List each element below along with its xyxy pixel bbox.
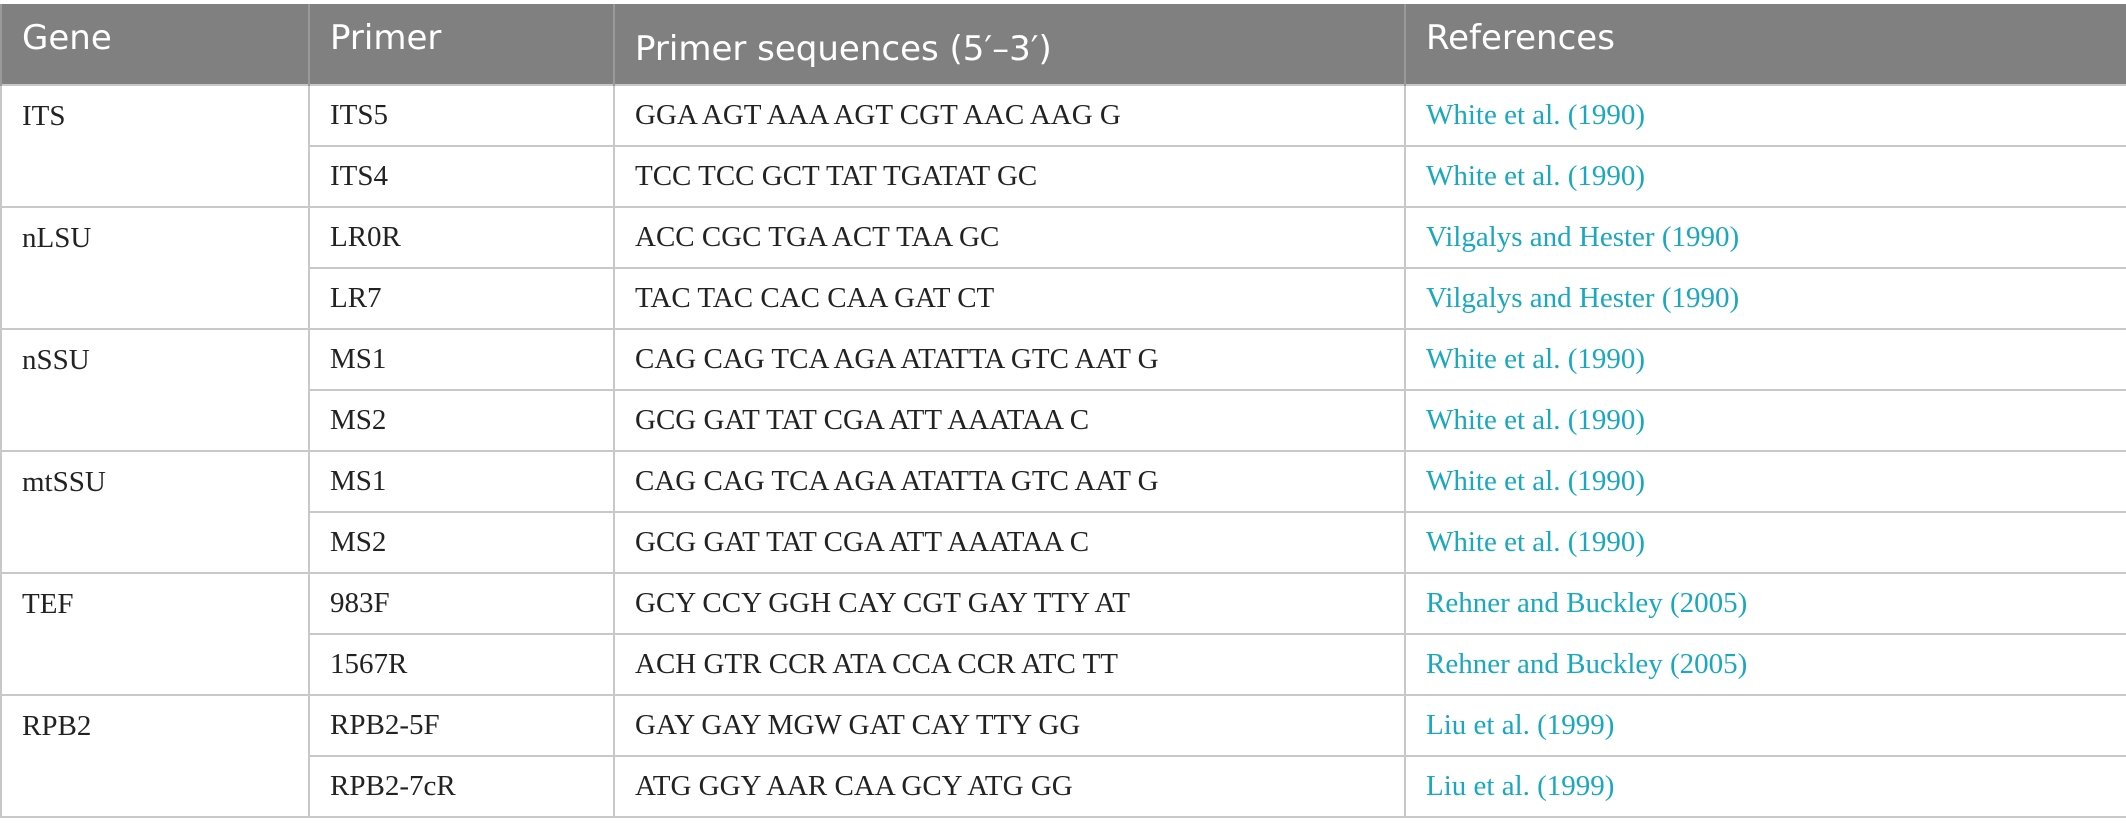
header-primer: Primer: [308, 4, 615, 85]
sequence-cell: TCC TCC GCT TAT TGATAT GC: [613, 145, 1406, 208]
sequence-cell: CAG CAG TCA AGA ATATTA GTC AAT G: [613, 328, 1406, 391]
table-row: RPB2 RPB2-5F GAY GAY MGW GAT CAY TTY GG Liu…: [0, 694, 2126, 818]
gene-cell: mtSSU: [0, 450, 310, 574]
table-row: ITS4 TCC TCC GCT TAT TGATAT GC White et al…: [1, 145, 2126, 208]
primer-cell: MS2: [308, 511, 615, 574]
sequence-cell: ATG GGY AAR CAA GCY ATG GG: [613, 755, 1406, 818]
primer-table: Gene Primer Primer sequences (5′–3′) Ref…: [0, 4, 2126, 818]
table-row: TEF 983F GCY CCY GGH CAY CGT GAY TTY AT Reh…: [0, 572, 2126, 696]
reference-link[interactable]: Liu et al. (1999): [1404, 755, 2126, 818]
reference-link[interactable]: White et al. (1990): [1404, 511, 2126, 574]
primer-cell: RPB2-5F: [308, 694, 615, 757]
primer-cell: LR7: [308, 267, 615, 330]
sequence-cell: GGA AGT AAA AGT CGT AAC AAG G: [613, 84, 1406, 147]
header-gene: Gene: [0, 4, 310, 85]
header-references: References: [1404, 4, 2126, 85]
gene-cell: RPB2: [0, 694, 310, 818]
reference-link[interactable]: Liu et al. (1999): [1404, 694, 2126, 757]
sequence-cell: ACC CGC TGA ACT TAA GC: [613, 206, 1406, 269]
primer-table-container: Gene Primer Primer sequences (5′–3′) Ref…: [0, 4, 2126, 818]
table-row: ITS ITS5 GGA AGT AAA AGT CGT AAC AAG G Whit…: [0, 84, 2126, 208]
sequence-cell: ACH GTR CCR ATA CCA CCR ATC TT: [613, 633, 1406, 696]
reference-link[interactable]: White et al. (1990): [1404, 328, 2126, 391]
reference-link[interactable]: White et al. (1990): [1404, 389, 2126, 452]
table-header: Gene Primer Primer sequences (5′–3′) Ref…: [0, 4, 2126, 85]
table-body: ITS ITS5 GGA AGT AAA AGT CGT AAC AAG G Whit…: [0, 84, 2126, 818]
sequence-cell: CAG CAG TCA AGA ATATTA GTC AAT G: [613, 450, 1406, 513]
primer-cell: ITS4: [308, 145, 615, 208]
sequence-cell: GCY CCY GGH CAY CGT GAY TTY AT: [613, 572, 1406, 635]
reference-link[interactable]: Rehner and Buckley (2005): [1404, 572, 2126, 635]
table-row: mtSSU MS1 CAG CAG TCA AGA ATATTA GTC AAT G…: [0, 450, 2126, 574]
table-row: LR7 TAC TAC CAC CAA GAT CT Vilgalys and He…: [1, 267, 2126, 330]
primer-cell: RPB2-7cR: [308, 755, 615, 818]
reference-link[interactable]: Vilgalys and Hester (1990): [1404, 267, 2126, 330]
gene-cell: nSSU: [0, 328, 310, 452]
reference-link[interactable]: White et al. (1990): [1404, 145, 2126, 208]
reference-link[interactable]: Rehner and Buckley (2005): [1404, 633, 2126, 696]
table-row: MS2 GCG GAT TAT CGA ATT AAATAA C White et …: [1, 389, 2126, 452]
primer-cell: MS2: [308, 389, 615, 452]
sequence-cell: GCG GAT TAT CGA ATT AAATAA C: [613, 389, 1406, 452]
sequence-cell: TAC TAC CAC CAA GAT CT: [613, 267, 1406, 330]
primer-cell: MS1: [308, 450, 615, 513]
primer-cell: ITS5: [308, 84, 615, 147]
reference-link[interactable]: White et al. (1990): [1404, 450, 2126, 513]
sequence-cell: GCG GAT TAT CGA ATT AAATAA C: [613, 511, 1406, 574]
header-primer-sequences: Primer sequences (5′–3′): [613, 4, 1406, 85]
sequence-cell: GAY GAY MGW GAT CAY TTY GG: [613, 694, 1406, 757]
table-row: RPB2-7cR ATG GGY AAR CAA GCY ATG GG Liu et…: [1, 755, 2126, 818]
gene-cell: TEF: [0, 572, 310, 696]
primer-cell: 1567R: [308, 633, 615, 696]
reference-link[interactable]: White et al. (1990): [1404, 84, 2126, 147]
reference-link[interactable]: Vilgalys and Hester (1990): [1404, 206, 2126, 269]
table-row: nLSU LR0R ACC CGC TGA ACT TAA GC Vilgalys a…: [0, 206, 2126, 330]
primer-cell: MS1: [308, 328, 615, 391]
primer-cell: 983F: [308, 572, 615, 635]
table-row: 1567R ACH GTR CCR ATA CCA CCR ATC TT Rehne…: [1, 633, 2126, 696]
gene-cell: ITS: [0, 84, 310, 208]
primer-cell: LR0R: [308, 206, 615, 269]
header-row: Gene Primer Primer sequences (5′–3′) Ref…: [0, 4, 2126, 85]
table-row: MS2 GCG GAT TAT CGA ATT AAATAA C White et …: [1, 511, 2126, 574]
gene-cell: nLSU: [0, 206, 310, 330]
